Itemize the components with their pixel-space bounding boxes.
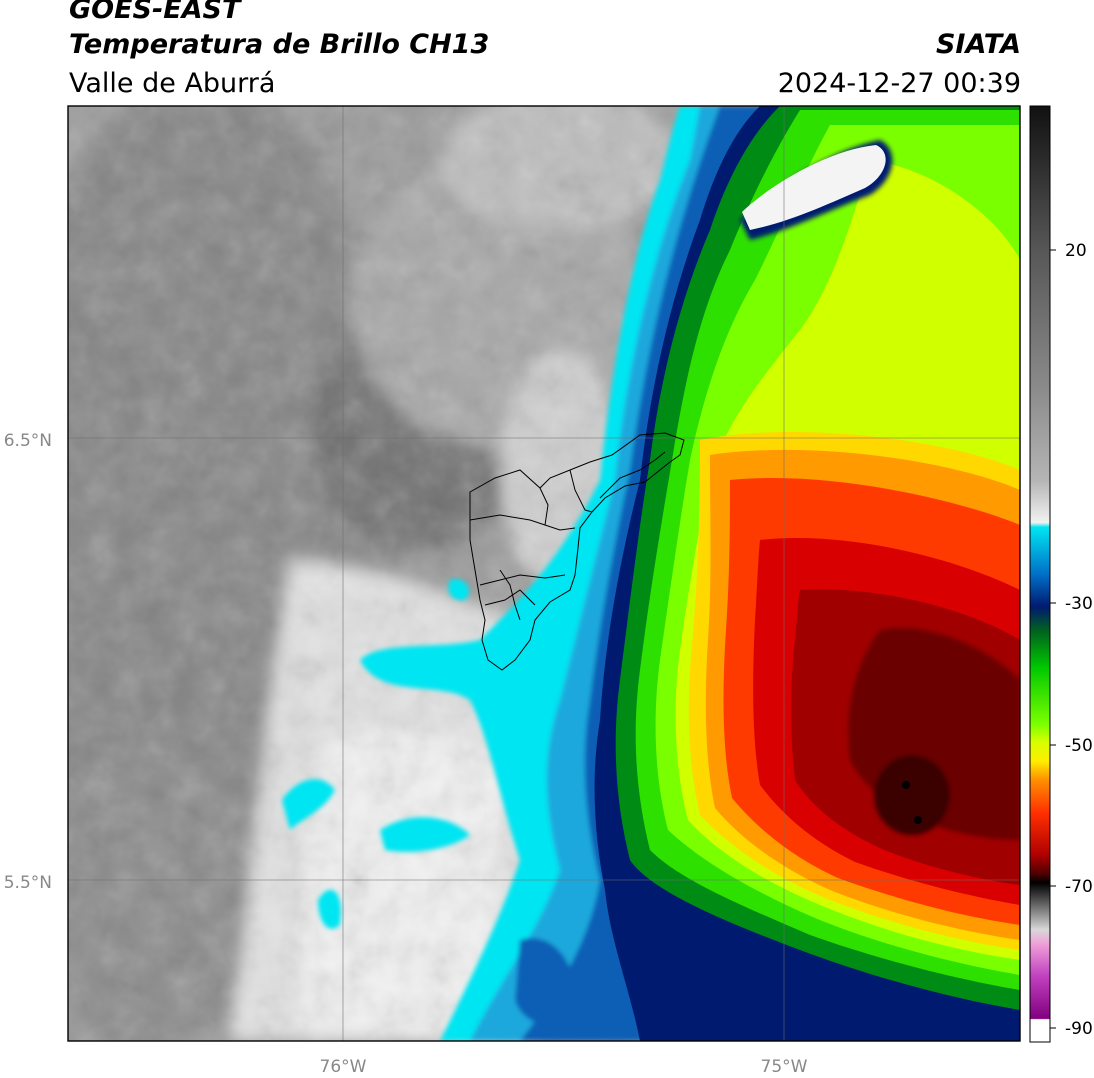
lat-label-5-5: 5.5°N bbox=[4, 873, 52, 893]
datetime-label: 2024-12-27 00:39 bbox=[777, 68, 1021, 99]
lon-label-76w: 76°W bbox=[320, 1057, 367, 1077]
colorbar-tick-20: 20 bbox=[1065, 241, 1087, 261]
region-subtitle: Valle de Aburrá bbox=[69, 68, 276, 99]
map-frame bbox=[67, 105, 1021, 1042]
valle-de-aburra-boundaries bbox=[469, 432, 685, 671]
colorbar: 20 -30 -50 -70 -90 bbox=[1029, 105, 1093, 1043]
lon-label-75w: 75°W bbox=[761, 1057, 808, 1077]
product-title: Temperatura de Brillo CH13 bbox=[69, 29, 490, 60]
colorbar-tick-minus50: -50 bbox=[1065, 736, 1093, 756]
lat-label-6-5: 6.5°N bbox=[4, 431, 52, 451]
colorbar-tick-minus70: -70 bbox=[1065, 877, 1093, 897]
colorbar-tick-minus30: -30 bbox=[1065, 594, 1093, 614]
satellite-title: GOES-EAST bbox=[69, 0, 241, 25]
colorbar-tick-minus90: -90 bbox=[1065, 1019, 1093, 1039]
brightness-temperature-imagery bbox=[68, 106, 1020, 1041]
agency-title: SIATA bbox=[935, 29, 1021, 60]
